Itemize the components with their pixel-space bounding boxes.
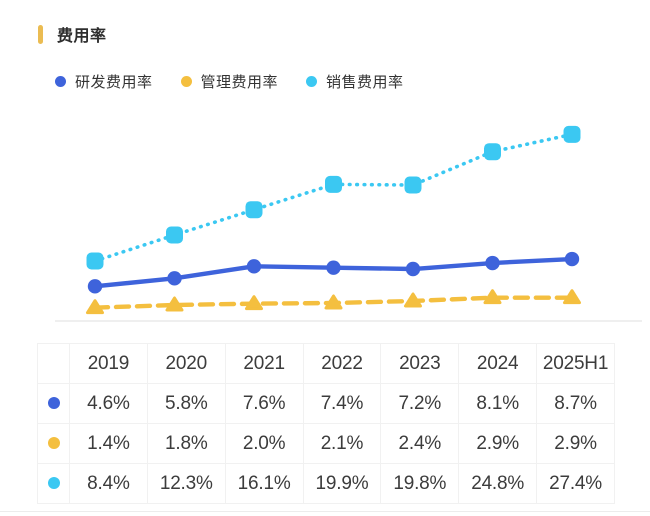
col-header-2020: 2020 — [146, 343, 226, 384]
col-header-2024: 2024 — [458, 343, 538, 384]
circle-marker — [485, 255, 500, 271]
square-marker — [166, 226, 183, 244]
legend-item-研发费用率[interactable]: 研发费用率 — [55, 71, 153, 92]
legend-dot-icon — [55, 76, 66, 87]
square-marker — [325, 175, 342, 193]
legend-dot-icon — [180, 76, 192, 87]
circle-marker — [564, 251, 580, 267]
triangle-marker — [483, 289, 502, 305]
table-header-row: 2019 2020 2021 2022 2023 2024 2025H1 — [37, 343, 615, 384]
legend-label: 管理费用率 — [200, 74, 279, 91]
value-cell: 24.8% — [458, 463, 538, 504]
value-cell: 27.4% — [536, 463, 615, 504]
value-cell: 7.6% — [224, 383, 304, 424]
value-cell: 2.9% — [536, 423, 615, 464]
value-cell: 5.8% — [146, 383, 226, 424]
legend-dot-icon — [306, 76, 318, 87]
triangle-marker — [563, 289, 581, 305]
legend-item-管理费用率[interactable]: 管理费用率 — [180, 71, 279, 92]
value-cell: 19.8% — [380, 463, 460, 504]
value-cell: 2.1% — [302, 423, 382, 464]
square-marker — [484, 143, 501, 161]
col-header-2025H1: 2025H1 — [536, 343, 615, 384]
value-cell: 8.4% — [69, 463, 148, 504]
value-cell: 16.1% — [224, 463, 304, 504]
series-dot-icon — [47, 437, 60, 450]
series-dot-icon — [47, 397, 60, 410]
value-cell: 8.7% — [536, 383, 615, 424]
square-marker — [563, 125, 581, 143]
triangle-marker — [404, 292, 422, 308]
table-row-研发费用率: 4.6% 5.8% 7.6% 7.4% 7.2% 8.1% 8.7% — [37, 383, 615, 424]
bottom-divider — [0, 511, 650, 512]
circle-marker — [326, 260, 341, 275]
col-header-2021: 2021 — [224, 343, 304, 384]
circle-marker — [246, 259, 262, 274]
value-cell: 2.9% — [458, 423, 538, 464]
series-dot-cell — [37, 423, 70, 464]
col-header-2019: 2019 — [69, 343, 148, 384]
value-cell: 7.2% — [380, 383, 460, 424]
col-header-series — [37, 343, 70, 384]
triangle-marker — [324, 294, 343, 310]
circle-marker — [87, 279, 103, 294]
series-dot-cell — [37, 463, 70, 504]
legend-label: 销售费用率 — [326, 74, 404, 91]
data-table: 2019 2020 2021 2022 2023 2024 2025H1 4.6% 5.8% 7.… — [37, 343, 615, 504]
value-cell: 8.1% — [458, 383, 538, 424]
value-cell: 2.4% — [380, 423, 460, 464]
value-cell: 1.4% — [69, 423, 148, 464]
value-cell: 1.8% — [146, 423, 226, 464]
series-dot-cell — [37, 383, 70, 424]
page-title: 费用率 — [57, 28, 107, 45]
square-marker — [404, 176, 422, 194]
value-cell: 4.6% — [69, 383, 148, 424]
series-dot-icon — [47, 477, 60, 490]
section-header: 费用率 — [38, 22, 107, 46]
value-cell: 7.4% — [302, 383, 382, 424]
legend-label: 研发费用率 — [75, 74, 153, 91]
title-accent-bar — [38, 24, 43, 44]
value-cell: 12.3% — [146, 463, 226, 504]
table-row-销售费用率: 8.4% 12.3% 16.1% 19.9% 19.8% 24.8% 27.4% — [37, 463, 615, 504]
line-chart — [55, 125, 642, 322]
circle-marker — [405, 261, 421, 277]
legend-item-销售费用率[interactable]: 销售费用率 — [306, 71, 404, 92]
chart-legend: 研发费用率 管理费用率 销售费用率 — [55, 71, 404, 92]
col-header-2022: 2022 — [302, 343, 382, 384]
square-marker — [86, 252, 104, 270]
table-row-管理费用率: 1.4% 1.8% 2.0% 2.1% 2.4% 2.9% 2.9% — [37, 423, 615, 464]
value-cell: 19.9% — [302, 463, 382, 504]
value-cell: 2.0% — [224, 423, 304, 464]
triangle-marker — [245, 295, 263, 311]
circle-marker — [167, 271, 182, 286]
col-header-2023: 2023 — [380, 343, 460, 384]
square-marker — [245, 201, 263, 219]
triangle-marker — [86, 299, 104, 315]
triangle-marker — [165, 296, 184, 312]
